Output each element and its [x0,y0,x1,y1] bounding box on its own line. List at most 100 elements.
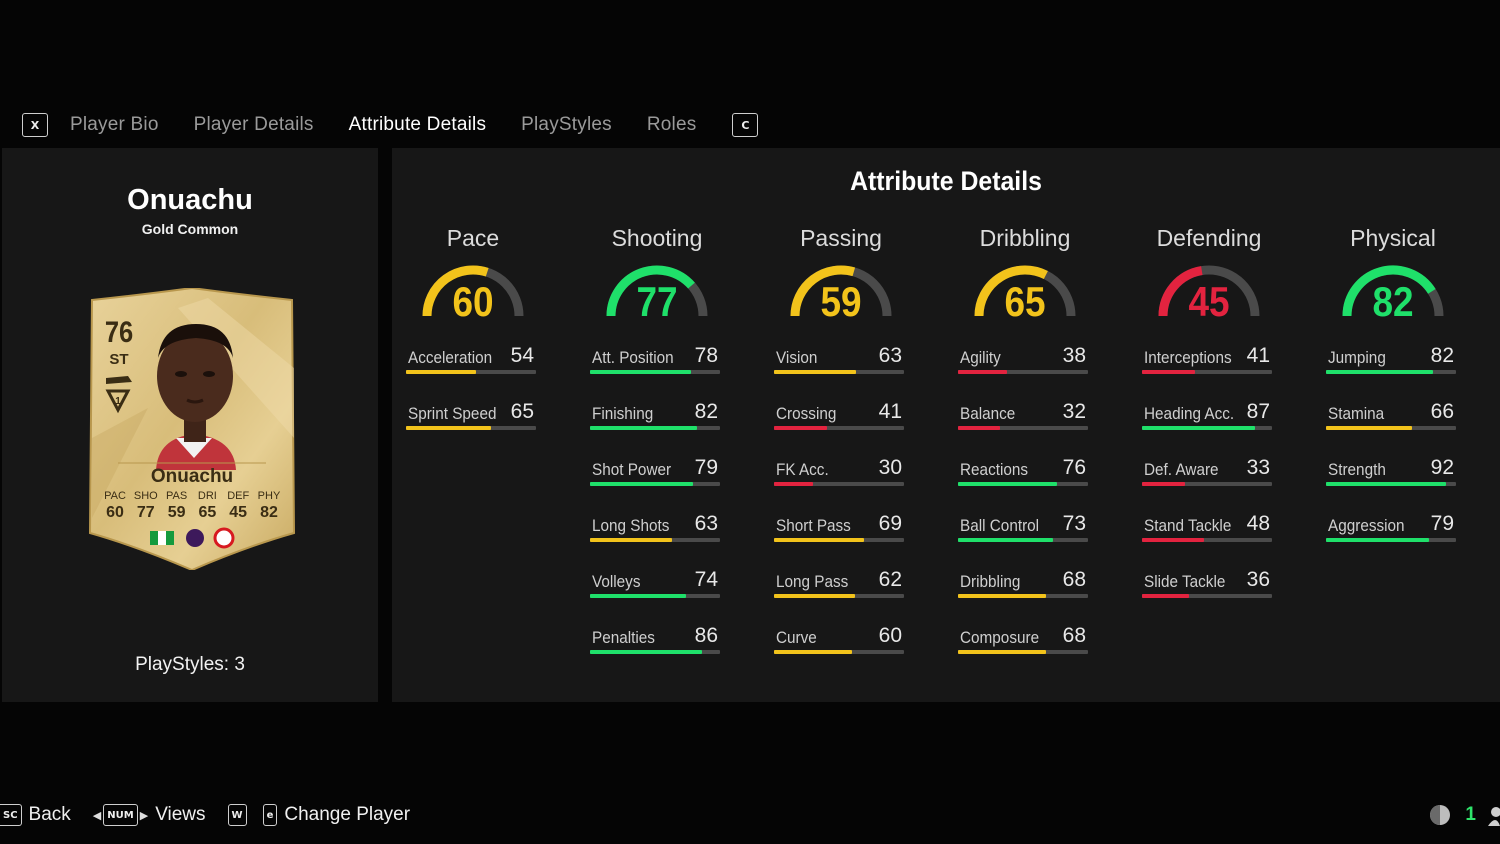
card-stat: DEF 45 [223,490,253,522]
attribute-bar-fill [1142,594,1189,598]
attribute-value: 36 [1246,568,1270,591]
attribute-bar-fill [1326,538,1429,542]
card-stat: PAS 59 [162,490,192,522]
card-rating: 76 [104,316,134,349]
back-button[interactable]: Back [28,804,71,825]
attribute-bar-track [774,650,904,654]
attribute-value: 69 [878,512,902,535]
attribute-value: 41 [878,400,902,423]
attribute-name: Vision [776,348,818,367]
tab-bar: X Player Bio Player Details Attribute De… [22,110,759,140]
attribute-bar-track [958,650,1088,654]
card-position: ST [109,351,129,368]
attribute-name: Def. Aware [1144,460,1219,479]
card-stat-label: PAS [165,490,188,502]
attribute-group-value: 45 [1188,278,1230,325]
attribute-value: 30 [878,456,902,479]
attribute-name: Heading Acc. [1144,404,1235,423]
card-stat-label: SHO [133,490,158,502]
attribute-row: Att. Position 78 [590,344,720,384]
attribute-bar-fill [1142,482,1185,486]
attribute-bar-fill [590,650,702,654]
right-arrow-icon: ▶ [139,809,149,822]
attribute-bar-track [1142,538,1272,542]
attribute-bar-track [958,426,1088,430]
card-stat: PHY 82 [254,490,284,522]
attribute-bar-track [774,482,904,486]
attribute-bar-fill [1142,426,1256,430]
prev-tab-key[interactable]: X [22,113,48,137]
views-button[interactable]: Views [155,804,206,825]
attribute-bar-fill [774,538,864,542]
attribute-row: Acceleration 54 [406,344,536,384]
attribute-bar-fill [590,370,692,374]
attribute-value: 78 [694,344,718,367]
attribute-group-value: 60 [452,278,494,325]
attribute-group-value: 82 [1372,278,1414,325]
attribute-value: 54 [510,344,534,367]
attribute-details-panel: Attribute Details Pace 60 Acceleration 54 Sp… [392,148,1500,702]
attribute-bar-fill [406,370,477,374]
tab-roles[interactable]: Roles [646,114,697,135]
card-stat: SHO 77 [131,490,161,522]
card-stat: DRI 65 [192,490,222,522]
change-player-button[interactable]: Change Player [284,804,411,825]
attribute-value: 76 [1062,456,1086,479]
attribute-name: Volleys [592,572,641,591]
w-key[interactable]: W [227,804,247,826]
attribute-row: Aggression 79 [1326,512,1456,552]
attribute-value: 66 [1430,400,1454,423]
tab-attribute-details[interactable]: Attribute Details [348,114,487,135]
attribute-gauge [422,265,524,317]
attribute-bar-track [774,370,904,374]
attribute-bar-fill [774,370,856,374]
tab-player-bio[interactable]: Player Bio [70,114,159,135]
card-stat-label: DEF [227,490,250,502]
attribute-row: Shot Power 79 [590,456,720,496]
attribute-name: Finishing [592,404,654,423]
attribute-gauge [606,265,708,317]
attribute-bar-track [774,426,904,430]
attribute-bar-track [590,594,720,598]
card-stat-value: 65 [198,504,217,521]
attribute-row: Dribbling 68 [958,568,1088,608]
attribute-bar-fill [774,594,855,598]
card-name: Onuachu [150,466,234,487]
gauge-fill [606,265,695,317]
boot-icon [106,376,132,384]
attribute-group-name: Pace [446,225,500,251]
attribute-name: Reactions [960,460,1029,479]
card-stat-label: PHY [257,490,281,502]
attribute-name: FK Acc. [776,460,829,479]
attribute-row: Sprint Speed 65 [406,400,536,440]
tab-player-details[interactable]: Player Details [193,114,314,135]
attribute-bar-track [1326,370,1456,374]
attribute-name: Slide Tackle [1144,572,1226,591]
attribute-row: Stand Tackle 48 [1142,512,1272,552]
change-player-key[interactable]: e [262,804,278,826]
attribute-name: Long Shots [592,516,670,535]
left-arrow-icon: ◀ [92,809,102,822]
players-count: 1 [1465,804,1476,825]
card-stat-value: 82 [260,504,278,521]
attribute-bar-fill [590,594,687,598]
attribute-row: Short Pass 69 [774,512,904,552]
attribute-group-name: Physical [1350,225,1436,251]
attribute-row: Reactions 76 [958,456,1088,496]
attribute-bar-fill [958,426,1000,430]
next-tab-key[interactable]: C [732,113,759,137]
attribute-bar-fill [1326,482,1446,486]
card-stat-label: PAC [104,490,126,502]
attribute-bar-track [1326,482,1456,486]
tab-playstyles[interactable]: PlayStyles [521,114,612,135]
attribute-name: Stamina [1328,404,1385,423]
attribute-row: Strength 92 [1326,456,1456,496]
views-key[interactable]: NUM [103,804,138,826]
back-key[interactable]: SC [0,804,22,826]
attribute-bar-track [958,370,1088,374]
attribute-name: Aggression [1328,516,1405,535]
attribute-name: Strength [1328,460,1386,479]
gauge-fill [790,265,856,317]
attribute-row: Interceptions 41 [1142,344,1272,384]
gauge-fill [974,265,1048,317]
